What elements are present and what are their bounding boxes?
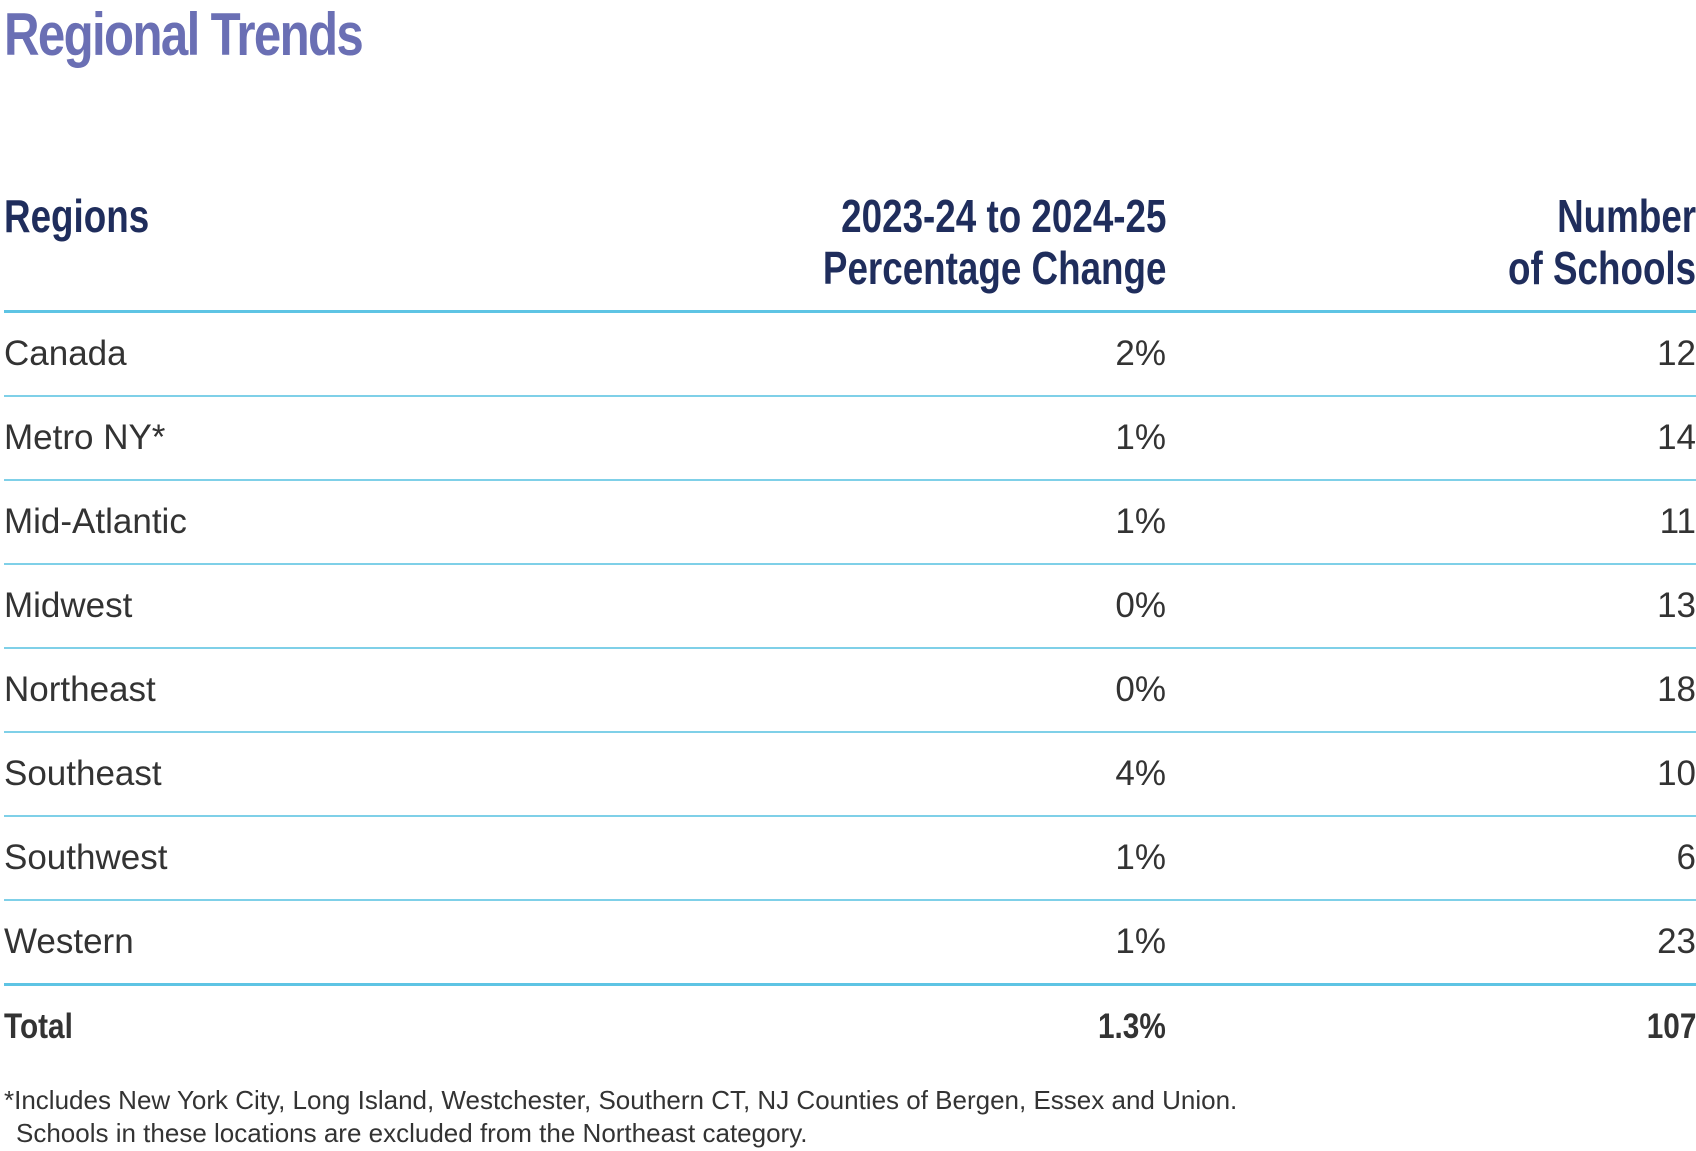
header-schools-line2: of Schools — [1507, 242, 1696, 294]
regional-trends-table: Regions 2023-24 to 2024-25 Percentage Ch… — [4, 184, 1696, 1068]
change-cell: 1% — [1115, 922, 1166, 961]
schools-cell: 11 — [1659, 502, 1696, 541]
table-row: Western 1% 23 — [4, 901, 1696, 986]
header-regions-label: Regions — [4, 190, 150, 242]
change-cell: 1% — [1115, 418, 1166, 457]
region-cell: Metro NY* — [4, 418, 166, 457]
total-label: Total — [4, 1007, 73, 1046]
change-cell: 0% — [1115, 586, 1166, 625]
header-regions: Regions — [4, 190, 149, 242]
schools-cell: 13 — [1657, 586, 1696, 625]
table-row: Northeast 0% 18 — [4, 649, 1696, 733]
schools-cell: 14 — [1657, 418, 1696, 457]
page-title: Regional Trends — [4, 1, 364, 68]
change-cell: 4% — [1115, 754, 1166, 793]
table-header-row: Regions 2023-24 to 2024-25 Percentage Ch… — [4, 184, 1696, 313]
region-cell: Southeast — [4, 754, 162, 793]
header-change-line2: Percentage Change — [822, 242, 1166, 294]
table-row: Midwest 0% 13 — [4, 565, 1696, 649]
table-row: Metro NY* 1% 14 — [4, 397, 1696, 481]
footnote-line2: Schools in these locations are excluded … — [16, 1118, 808, 1148]
table-row: Canada 2% 12 — [4, 313, 1696, 397]
region-cell: Mid-Atlantic — [4, 502, 187, 541]
footnote-line1: *Includes New York City, Long Island, We… — [4, 1085, 1238, 1115]
schools-cell: 23 — [1657, 922, 1696, 961]
header-percentage-change: 2023-24 to 2024-25 Percentage Change — [822, 190, 1166, 294]
total-schools: 107 — [1646, 1007, 1696, 1046]
table-row: Southwest 1% 6 — [4, 817, 1696, 901]
region-cell: Western — [4, 922, 134, 961]
schools-cell: 10 — [1657, 754, 1696, 793]
region-cell: Southwest — [4, 838, 168, 877]
schools-cell: 18 — [1657, 670, 1696, 709]
total-change: 1.3% — [1098, 1007, 1166, 1046]
change-cell: 1% — [1115, 502, 1166, 541]
header-change-line1: 2023-24 to 2024-25 — [840, 190, 1166, 242]
header-number-of-schools: Number of Schools — [1508, 190, 1696, 294]
region-cell: Northeast — [4, 670, 156, 709]
table-row: Southeast 4% 10 — [4, 733, 1696, 817]
header-schools-line1: Number — [1556, 190, 1696, 242]
change-cell: 0% — [1115, 670, 1166, 709]
region-cell: Midwest — [4, 586, 133, 625]
schools-cell: 12 — [1657, 334, 1696, 373]
table-row: Mid-Atlantic 1% 11 — [4, 481, 1696, 565]
footnote: *Includes New York City, Long Island, We… — [4, 1084, 1237, 1150]
change-cell: 1% — [1115, 838, 1166, 877]
region-cell: Canada — [4, 334, 127, 373]
schools-cell: 6 — [1676, 838, 1696, 877]
change-cell: 2% — [1115, 334, 1166, 373]
table-total-row: Total 1.3% 107 — [4, 986, 1696, 1068]
